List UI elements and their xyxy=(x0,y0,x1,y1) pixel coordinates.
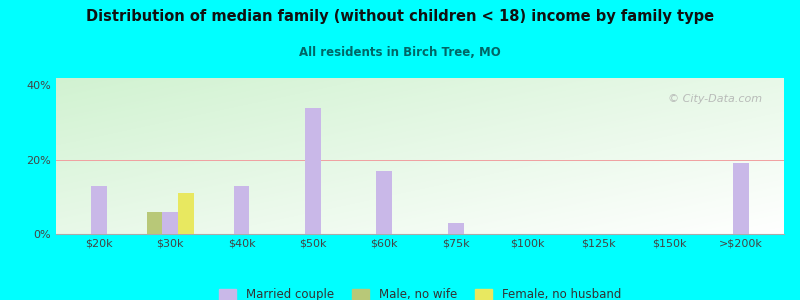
Text: © City-Data.com: © City-Data.com xyxy=(668,94,762,103)
Bar xyxy=(305,108,321,234)
Bar xyxy=(178,193,194,234)
Bar xyxy=(377,171,392,234)
Bar xyxy=(448,223,463,234)
Legend: Married couple, Male, no wife, Female, no husband: Married couple, Male, no wife, Female, n… xyxy=(214,284,626,300)
Text: All residents in Birch Tree, MO: All residents in Birch Tree, MO xyxy=(299,46,501,59)
Bar xyxy=(734,164,749,234)
Bar xyxy=(91,186,106,234)
Text: Distribution of median family (without children < 18) income by family type: Distribution of median family (without c… xyxy=(86,9,714,24)
Bar xyxy=(146,212,162,234)
Bar xyxy=(234,186,250,234)
Bar xyxy=(162,212,178,234)
